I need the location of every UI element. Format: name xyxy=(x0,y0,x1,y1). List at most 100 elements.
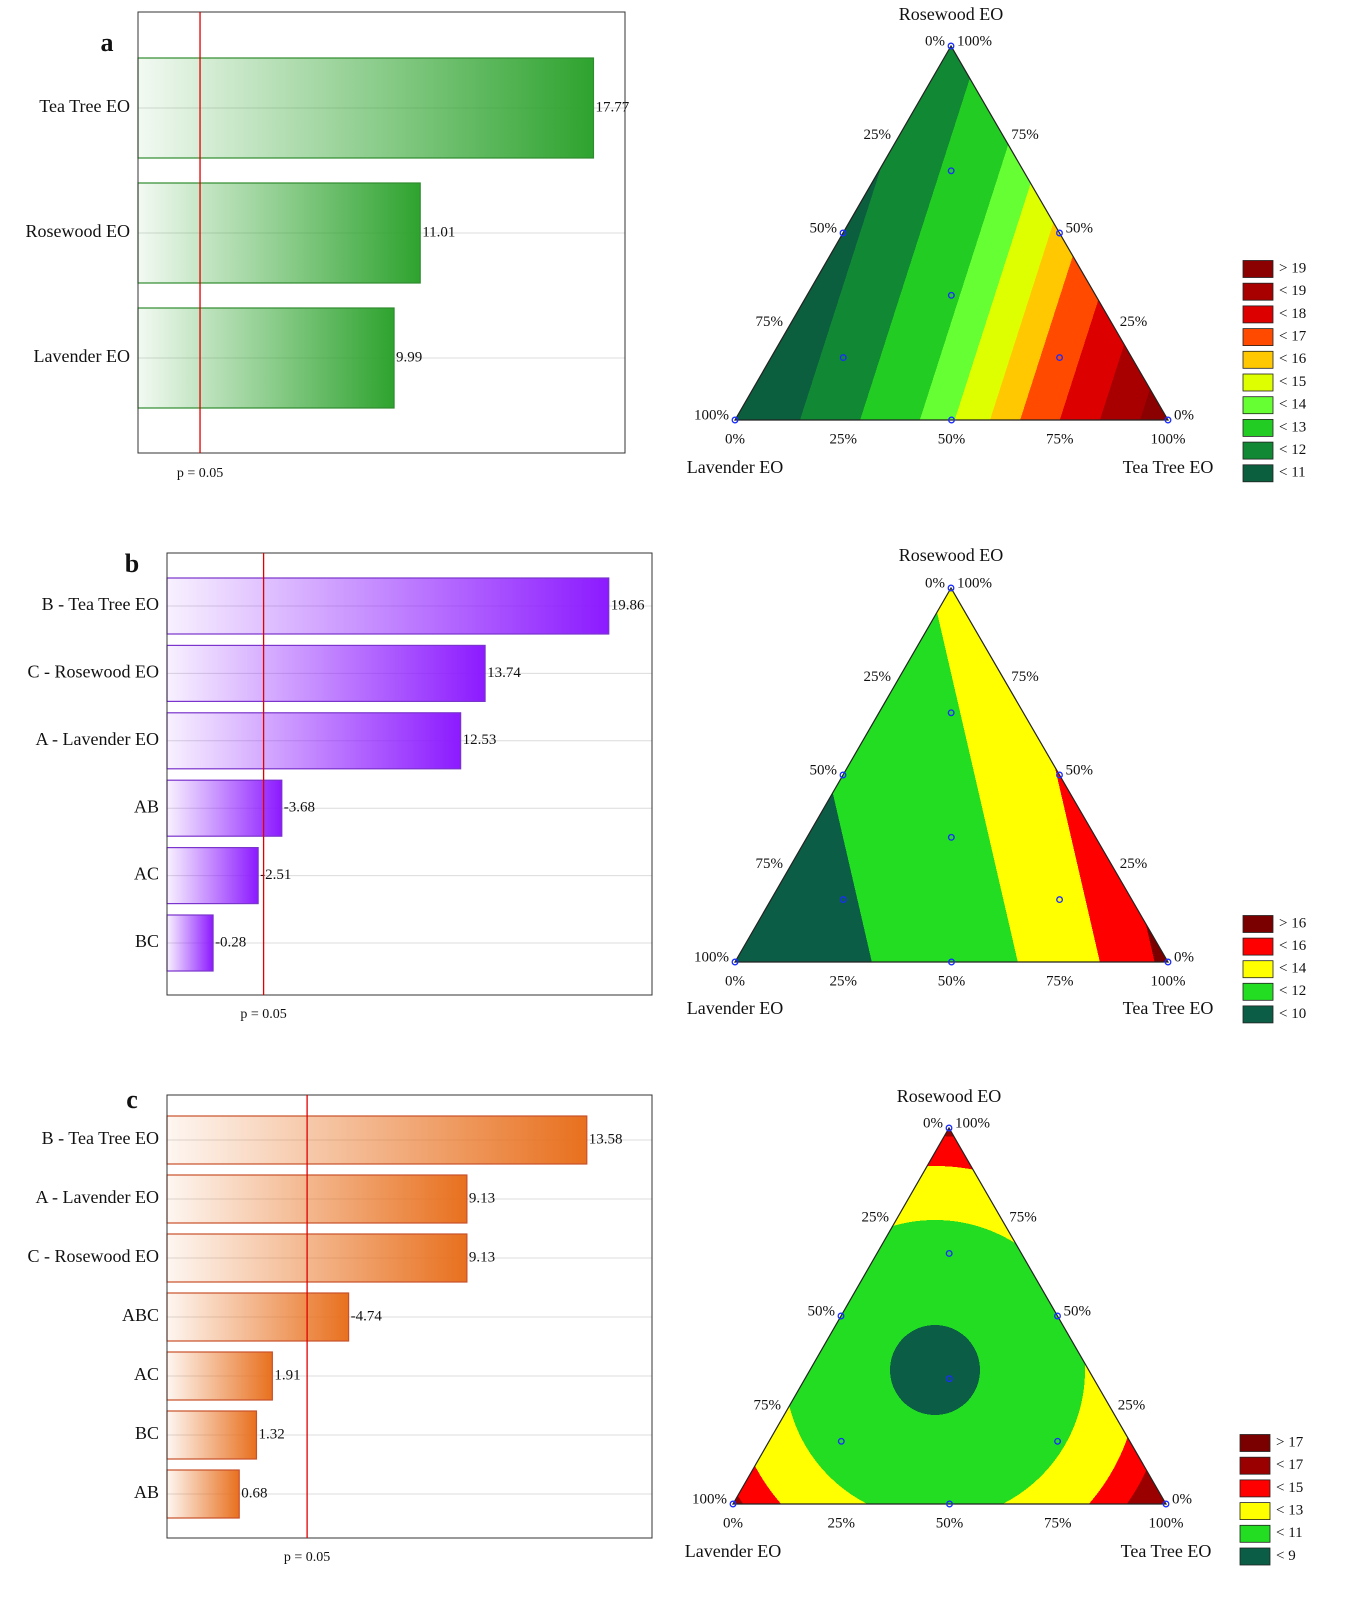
bar-value-label: 13.74 xyxy=(487,665,521,681)
ternary-tick-label: 0% xyxy=(925,33,945,49)
legend-swatch xyxy=(1242,305,1274,324)
vertex-label: Rosewood EO xyxy=(899,545,1004,565)
panel-letter: b xyxy=(125,549,139,578)
design-point xyxy=(1054,1437,1062,1445)
legend-swatch xyxy=(1242,960,1274,979)
bar xyxy=(137,307,395,409)
plot-frame xyxy=(137,11,626,454)
ternary-tick-label: 50% xyxy=(808,1303,836,1319)
category-label: BC xyxy=(135,931,159,951)
ternary-tick-label: 50% xyxy=(810,220,838,236)
legend-swatch xyxy=(1239,1434,1271,1452)
bar-value-label: 9.99 xyxy=(396,349,422,365)
bar-value-label: 12.53 xyxy=(463,732,497,748)
legend-label: < 14 xyxy=(1279,397,1307,413)
legend-swatch xyxy=(1242,396,1274,415)
legend-label: < 15 xyxy=(1279,374,1306,390)
ternary-tick-label: 100% xyxy=(1151,973,1186,989)
legend-swatch xyxy=(1242,915,1274,933)
ternary-tick-label: 25% xyxy=(828,1515,856,1531)
bar-value-label: 17.77 xyxy=(595,99,629,115)
category-label: AC xyxy=(134,864,159,884)
legend-label: < 12 xyxy=(1279,983,1306,999)
design-point xyxy=(1164,958,1172,966)
ternary-tick-label: 0% xyxy=(1174,407,1194,423)
bar-value-label: 1.32 xyxy=(258,1426,284,1442)
bar xyxy=(166,914,214,972)
design-point xyxy=(1164,416,1172,424)
ternary-tick-label: 75% xyxy=(1044,1515,1072,1531)
design-point xyxy=(839,229,847,237)
category-label: Tea Tree EO xyxy=(39,96,130,116)
legend-swatch xyxy=(1242,260,1274,278)
design-point xyxy=(729,1500,737,1508)
bar xyxy=(166,577,610,635)
legend-label: < 15 xyxy=(1276,1480,1303,1496)
category-label: B - Tea Tree EO xyxy=(42,594,159,614)
ternary-tick-label: 25% xyxy=(830,431,858,447)
category-label: AC xyxy=(134,1364,159,1384)
legend-swatch xyxy=(1242,1005,1274,1024)
category-label: B - Tea Tree EO xyxy=(42,1128,159,1148)
vertex-label: Rosewood EO xyxy=(897,1086,1002,1106)
design-point xyxy=(947,709,955,717)
panel-letter: c xyxy=(126,1085,138,1114)
design-point xyxy=(731,958,739,966)
bar-value-label: 13.58 xyxy=(589,1131,623,1147)
design-point xyxy=(1054,1312,1061,1320)
bar xyxy=(166,644,486,703)
vertex-label: Lavender EO xyxy=(685,1541,781,1561)
design-point xyxy=(947,291,955,299)
bar xyxy=(166,1292,350,1342)
ternary-tick-label: 100% xyxy=(694,949,729,965)
bar xyxy=(166,712,462,770)
design-point xyxy=(947,584,955,592)
ternary-tick-label: 50% xyxy=(1064,1303,1092,1319)
legend-label: < 13 xyxy=(1276,1503,1303,1519)
ternary-tick-label: 0% xyxy=(1172,1491,1192,1507)
legend-swatch xyxy=(1242,350,1274,369)
panel-letter: a xyxy=(101,28,114,57)
design-point xyxy=(839,896,847,904)
bar xyxy=(166,1410,258,1460)
ternary-tick-label: 0% xyxy=(925,575,945,591)
ternary-tick-label: 100% xyxy=(957,575,992,591)
legend-label: > 19 xyxy=(1279,260,1306,276)
ternary-tick-label: 50% xyxy=(938,973,966,989)
ternary-tick-label: 0% xyxy=(923,1115,943,1131)
ternary-tick-label: 100% xyxy=(955,1115,990,1131)
plot-frame xyxy=(166,552,653,996)
design-point xyxy=(947,167,955,175)
ternary-tick-label: 25% xyxy=(1120,856,1148,872)
ternary-tick-label: 25% xyxy=(1118,1397,1146,1413)
bar xyxy=(166,1351,273,1401)
legend-swatch xyxy=(1242,441,1274,460)
bar-value-label: 11.01 xyxy=(422,224,455,240)
bar-value-label: -3.68 xyxy=(284,800,315,816)
legend-swatch xyxy=(1239,1547,1271,1566)
category-label: C - Rosewood EO xyxy=(28,1246,160,1266)
p-line-label: p = 0.05 xyxy=(240,1007,286,1022)
category-label: A - Lavender EO xyxy=(36,729,159,749)
ternary-tick-label: 50% xyxy=(936,1515,964,1531)
design-point xyxy=(731,416,739,424)
ternary-tick-label: 100% xyxy=(692,1491,727,1507)
ternary-tick-label: 0% xyxy=(725,973,745,989)
ternary-tick-label: 100% xyxy=(694,407,729,423)
design-point xyxy=(1056,229,1063,237)
legend-swatch xyxy=(1242,464,1274,483)
ternary-tick-label: 75% xyxy=(1046,431,1074,447)
legend-swatch xyxy=(1239,1456,1271,1475)
design-point xyxy=(945,1124,953,1132)
category-label: A - Lavender EO xyxy=(36,1187,159,1207)
ternary-tick-label: 75% xyxy=(756,314,784,330)
bar-value-label: -4.74 xyxy=(351,1308,383,1324)
design-point xyxy=(1056,896,1064,904)
legend-swatch xyxy=(1242,982,1274,1001)
category-label: Rosewood EO xyxy=(26,221,131,241)
design-point xyxy=(945,1250,953,1257)
legend-swatch xyxy=(1242,282,1274,301)
design-point xyxy=(948,958,955,966)
ternary-tick-label: 100% xyxy=(1151,431,1186,447)
